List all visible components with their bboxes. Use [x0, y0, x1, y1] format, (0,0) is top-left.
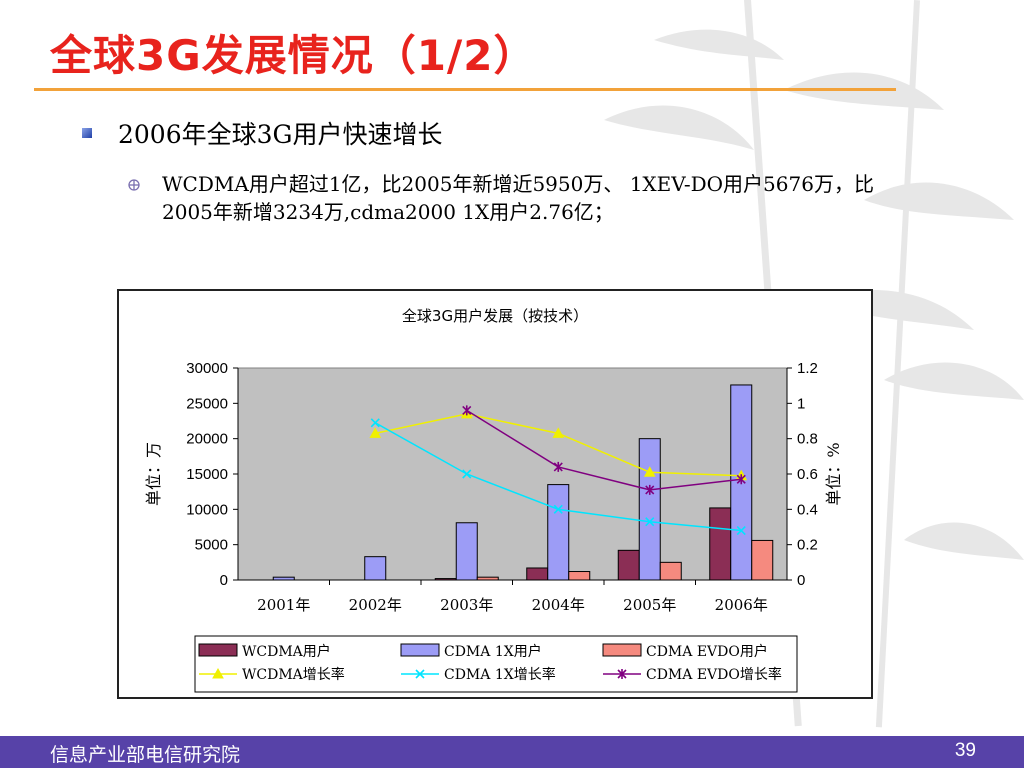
x-tick-label: 2005年: [623, 596, 676, 614]
line-1-point: [552, 427, 565, 438]
line-3-point: [736, 474, 746, 485]
legend-swatch: [602, 643, 642, 657]
bar-2: [455, 522, 478, 581]
line-2-point: [462, 469, 472, 479]
x-tick-label: 2002年: [349, 596, 402, 614]
x-tick-label: 2004年: [532, 596, 585, 614]
x-tick-label: 2001年: [257, 596, 310, 614]
line-3-point: [553, 461, 563, 472]
square-bullet-icon: [82, 128, 92, 138]
legend: [194, 635, 798, 693]
y2-tick-label: 0.6: [797, 466, 818, 483]
y2-axis-label: 单位：%: [824, 442, 843, 505]
bar-3: [659, 561, 682, 581]
line-3-point: [645, 484, 655, 495]
y-tick-label: 15000: [186, 466, 228, 483]
bar-2: [364, 556, 387, 581]
footer-organization: 信息产业部电信研究院: [50, 744, 241, 766]
line-3-point: [462, 405, 472, 416]
y2-tick-label: 0.8: [797, 431, 818, 448]
bar-3: [751, 539, 774, 581]
legend-marker: [415, 669, 425, 679]
y-axis-label: 单位：万: [144, 442, 163, 506]
line-3: [466, 409, 742, 491]
legend-label: CDMA 1X增长率: [444, 666, 556, 683]
legend-swatch: [400, 643, 440, 657]
y2-tick-label: 0: [797, 572, 805, 589]
legend-label: WCDMA增长率: [242, 666, 345, 683]
bar-1: [526, 567, 549, 581]
y-tick-label: 10000: [186, 501, 228, 518]
y-tick-label: 25000: [186, 395, 228, 412]
bullet-level2-text: WCDMA用户超过1亿，比2005年新增近5950万、 1XEV-DO用户567…: [162, 172, 874, 224]
bar-2: [272, 576, 295, 581]
legend-label: CDMA EVDO增长率: [646, 666, 782, 683]
circle-cross-bullet-icon: [128, 179, 140, 191]
bullet-level1-text: 2006年全球3G用户快速增长: [118, 120, 443, 149]
legend-swatch: [198, 643, 238, 657]
legend-label: CDMA EVDO用户: [646, 643, 768, 660]
y2-tick-label: 0.2: [797, 537, 818, 554]
legend-marker: [212, 667, 224, 679]
bar-3: [568, 571, 591, 581]
bar-2: [547, 484, 570, 581]
bar-3: [476, 576, 499, 581]
bar-2: [638, 438, 661, 581]
y2-tick-label: 1.2: [797, 360, 818, 377]
title-underline: [34, 88, 896, 91]
line-1-point: [643, 466, 656, 477]
y2-tick-label: 0.4: [797, 501, 818, 518]
x-tick-label: 2003年: [440, 596, 493, 614]
y-tick-label: 20000: [186, 431, 228, 448]
y2-tick-label: 1: [797, 395, 805, 412]
page-number: 39: [954, 740, 976, 761]
y-tick-label: 5000: [195, 537, 228, 554]
chart-title: 全球3G用户发展（按技术）: [402, 307, 588, 325]
line-2-point: [736, 525, 746, 536]
legend-label: CDMA 1X用户: [444, 643, 542, 660]
bar-1: [617, 549, 640, 581]
slide-title: 全球3G发展情况（1/2）: [50, 31, 537, 80]
line-1-point: [369, 427, 382, 438]
x-tick-label: 2006年: [715, 596, 768, 614]
chart: 全球3G用户发展（按技术） 0 5000 10000 15000 20000 25000 30…: [144, 307, 843, 693]
line-2-point: [645, 517, 655, 527]
y-tick-label: 0: [220, 572, 228, 589]
footer-bar: 信息产业部电信研究院 39: [0, 736, 1024, 768]
bar-1: [709, 507, 732, 581]
line-2-point: [370, 418, 380, 428]
line-2-point: [553, 504, 563, 514]
legend-marker: [617, 669, 627, 679]
y-tick-label: 30000: [186, 360, 228, 377]
chart-container: 全球3G用户发展（按技术） 0 5000 10000 15000 20000 25000 30…: [117, 289, 873, 699]
legend-label: WCDMA用户: [242, 643, 331, 660]
bar-1: [434, 578, 457, 581]
